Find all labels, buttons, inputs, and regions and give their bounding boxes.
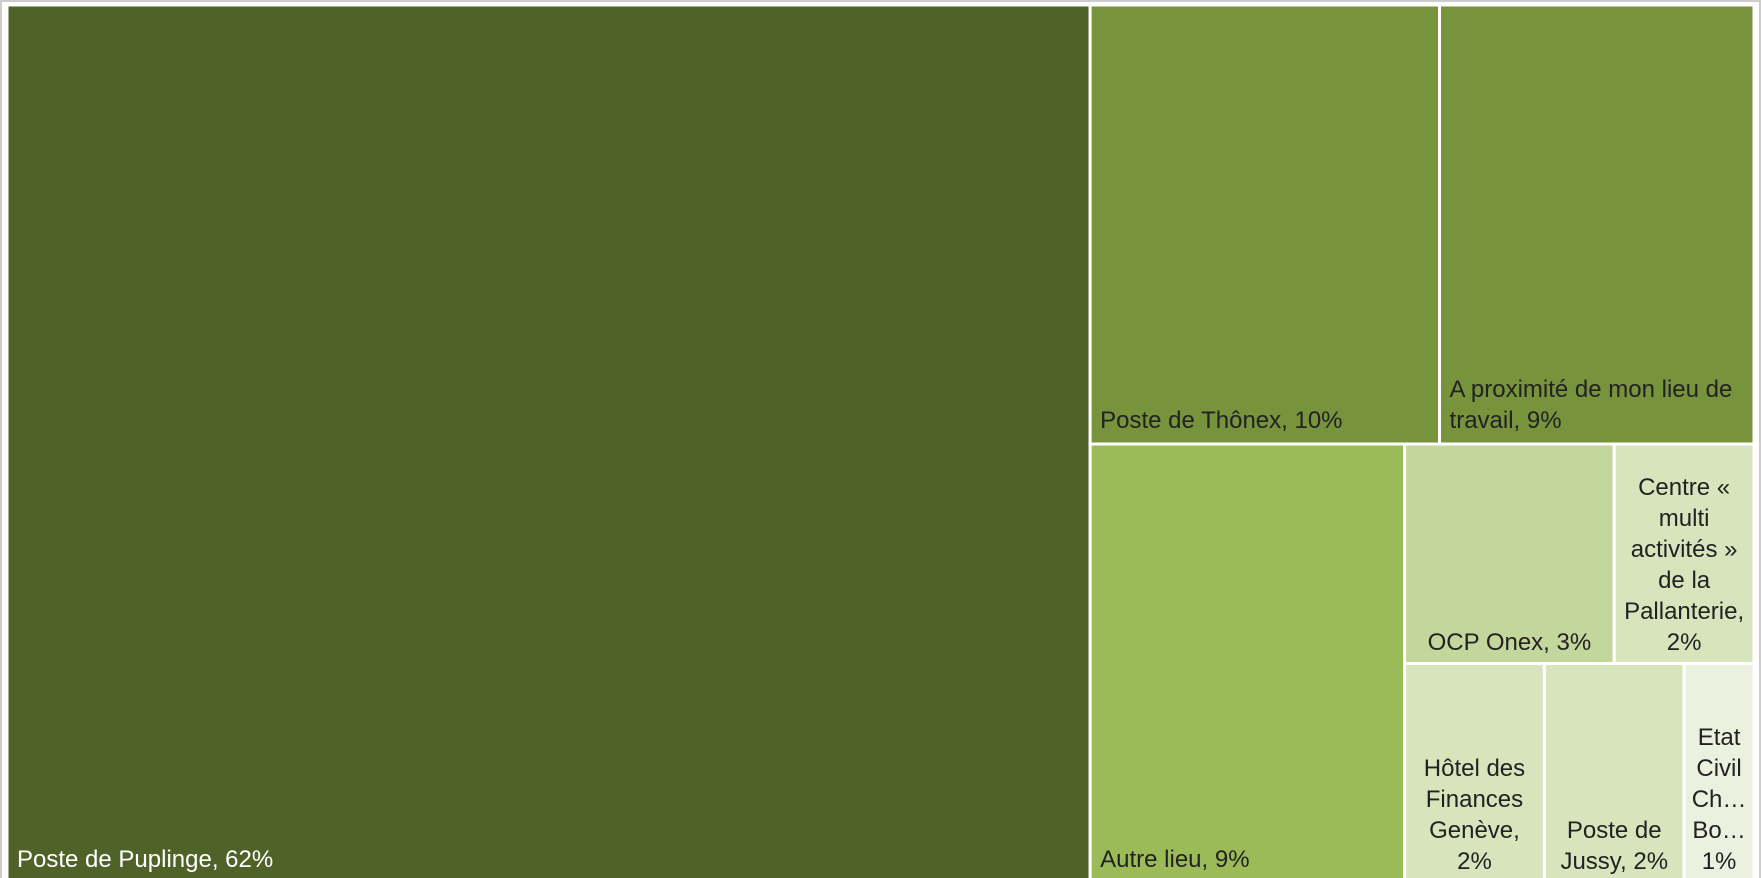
tile-label: Poste de Jussy, 2% — [1560, 817, 1669, 875]
tile-label: Poste de Thônex, 10% — [1100, 407, 1343, 434]
tile-label-box: OCP Onex, 3% — [1427, 628, 1592, 656]
tile-label: Poste de Puplinge, 62% — [17, 846, 274, 873]
tile-label-box: A proximité de mon lieu de travail, 9% — [1449, 376, 1733, 434]
tile-label: Autre lieu, 9% — [1100, 846, 1250, 873]
tile-label: A proximité de mon lieu de travail, 9% — [1449, 376, 1733, 434]
tile-label-box: Poste de Thônex, 10% — [1100, 407, 1343, 434]
tile-label: Centre « multi activités » de la Pallant… — [1624, 473, 1745, 656]
tile-label-box: Poste de Puplinge, 62% — [17, 846, 274, 873]
tile-label: Hôtel des Finances Genève, 2% — [1423, 755, 1526, 875]
treemap-tile — [1542, 662, 1686, 878]
treemap-tile — [1612, 442, 1756, 665]
tile-label-box: Centre « multi activités » de la Pallant… — [1624, 473, 1745, 656]
tile-label-box: Hôtel des Finances Genève, 2% — [1423, 755, 1526, 875]
tile-label: OCP Onex, 3% — [1427, 628, 1592, 656]
treemap-tile — [1403, 662, 1546, 878]
tile-label: Etat Civil Ch… Bo… 1% — [1691, 724, 1747, 875]
treemap-tile — [1682, 662, 1756, 878]
treemap-tile — [1403, 442, 1616, 665]
treemap-tile — [5, 3, 1092, 878]
treemap-tile — [1088, 442, 1407, 878]
tile-label-box: Poste de Jussy, 2% — [1560, 817, 1669, 875]
tile-label-box: Autre lieu, 9% — [1100, 846, 1250, 873]
treemap-tile — [1088, 3, 1442, 446]
tile-label-box: Etat Civil Ch… Bo… 1% — [1691, 724, 1747, 875]
treemap-tile — [1438, 3, 1756, 446]
